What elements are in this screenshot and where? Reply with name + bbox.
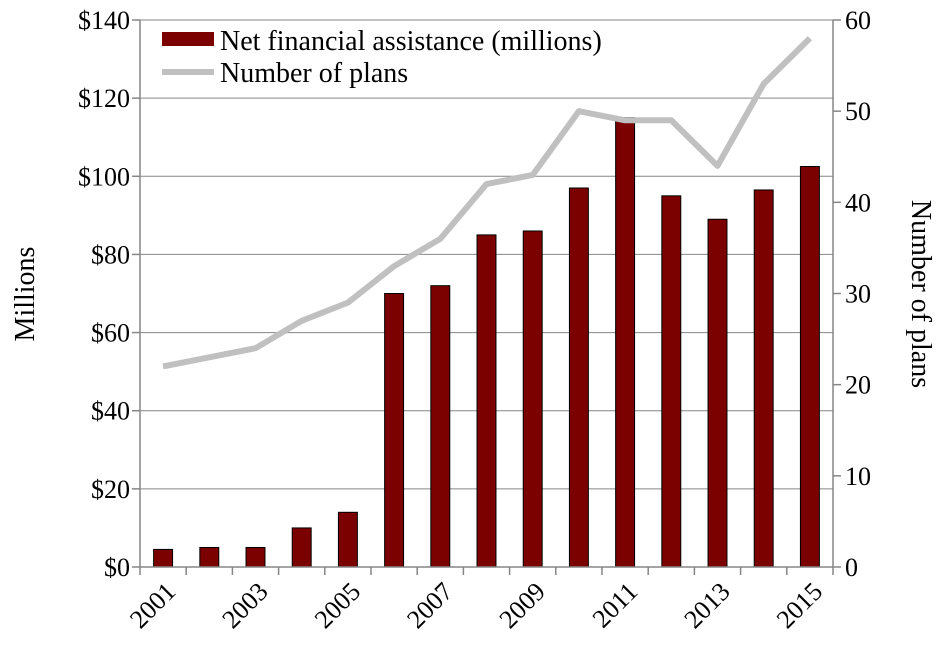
- x-tick-label: 2003: [216, 577, 273, 634]
- x-tick-label: 2005: [309, 577, 366, 634]
- left-tick-label: $40: [91, 397, 130, 426]
- right-tick-label: 10: [845, 462, 871, 491]
- left-tick-label: $120: [78, 84, 130, 113]
- bar: [568, 187, 589, 568]
- bar: [199, 546, 220, 568]
- bar-series: [153, 117, 820, 568]
- bar: [384, 293, 405, 568]
- x-tick-label: 2015: [771, 577, 828, 634]
- bar: [799, 166, 820, 568]
- bar: [245, 546, 266, 568]
- bar: [153, 548, 174, 568]
- left-tick-label: $100: [78, 162, 130, 191]
- right-axis-ticks: 0 10 20 30 40 50 60: [833, 6, 871, 582]
- legend-line-label: Number of plans: [220, 58, 408, 89]
- legend: Net financial assistance (millions) Numb…: [162, 26, 602, 89]
- bar: [615, 117, 636, 568]
- bar: [753, 189, 774, 568]
- x-tick-label: 2001: [124, 577, 181, 634]
- right-tick-label: 20: [845, 371, 871, 400]
- x-tick-label: 2011: [587, 577, 644, 634]
- bar: [661, 195, 682, 568]
- right-tick-label: 30: [845, 280, 871, 309]
- left-tick-label: $60: [91, 319, 130, 348]
- y-axis-right-title: Number of plans: [905, 200, 936, 388]
- bar: [430, 285, 451, 568]
- y-axis-title: Millions: [10, 247, 41, 342]
- bar: [337, 511, 358, 568]
- left-axis-ticks: $0 $20 $40 $60 $80 $100 $120 $140: [78, 6, 140, 582]
- bar: [291, 527, 312, 568]
- x-tick-label: 2013: [678, 577, 735, 634]
- right-tick-label: 60: [845, 6, 871, 35]
- left-tick-label: $80: [91, 240, 130, 269]
- series-line: [162, 36, 813, 370]
- right-tick-label: 40: [845, 188, 871, 217]
- left-tick-label: $0: [104, 553, 130, 582]
- x-tick-label: 2007: [401, 577, 458, 634]
- left-tick-label: $140: [78, 6, 130, 35]
- right-tick-label: 0: [845, 553, 858, 582]
- right-tick-label: 50: [845, 97, 871, 126]
- left-tick-label: $20: [91, 475, 130, 504]
- bar: [707, 218, 728, 568]
- legend-bar-swatch: [162, 32, 214, 46]
- bar: [476, 234, 497, 568]
- line-series: [162, 36, 813, 370]
- x-axis-ticks: 2001 2003 2005 2007 2009 2011 2013 2015: [124, 567, 834, 634]
- bar: [522, 230, 543, 568]
- x-tick-label: 2009: [494, 577, 551, 634]
- legend-bar-label: Net financial assistance (millions): [220, 26, 602, 57]
